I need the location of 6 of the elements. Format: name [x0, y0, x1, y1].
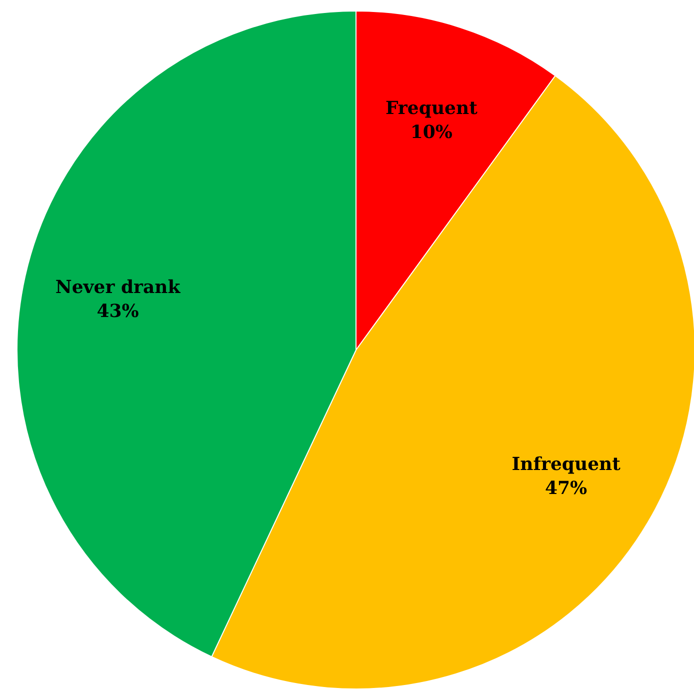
slice-label: Never drank: [55, 276, 181, 298]
data-label: 10%: [410, 122, 453, 143]
data-label: 43%: [96, 300, 139, 322]
data-label: 47%: [545, 478, 588, 500]
slice-label: Infrequent: [512, 454, 622, 476]
slice-label: Frequent: [385, 98, 478, 119]
